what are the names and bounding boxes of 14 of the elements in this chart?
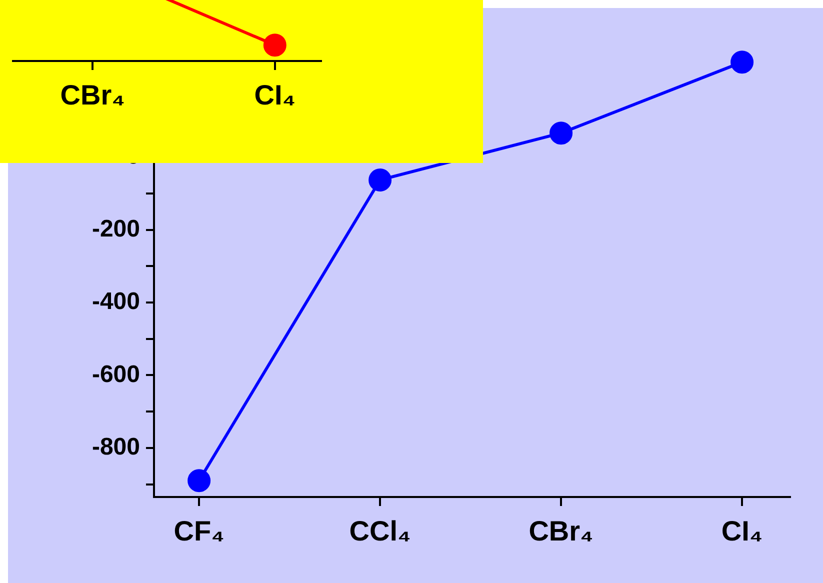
x-tick-label: CI₄ (254, 80, 296, 111)
y-tick-label: -600 (92, 360, 140, 388)
x-tick-label: CBr₄ (60, 80, 125, 111)
y-tick-label: -200 (92, 215, 140, 242)
y-tick-label: -800 (92, 434, 140, 461)
point (368, 168, 392, 192)
y-tick-label: -400 (92, 288, 140, 316)
x-tick-label: CI₄ (721, 516, 763, 547)
x-tick-label: CCl₄ (349, 516, 411, 547)
x-tick-label: CF₄ (174, 516, 224, 547)
point (188, 469, 211, 492)
x-tick-label: CBr₄ (528, 516, 594, 547)
point (550, 122, 573, 145)
point (730, 50, 754, 74)
